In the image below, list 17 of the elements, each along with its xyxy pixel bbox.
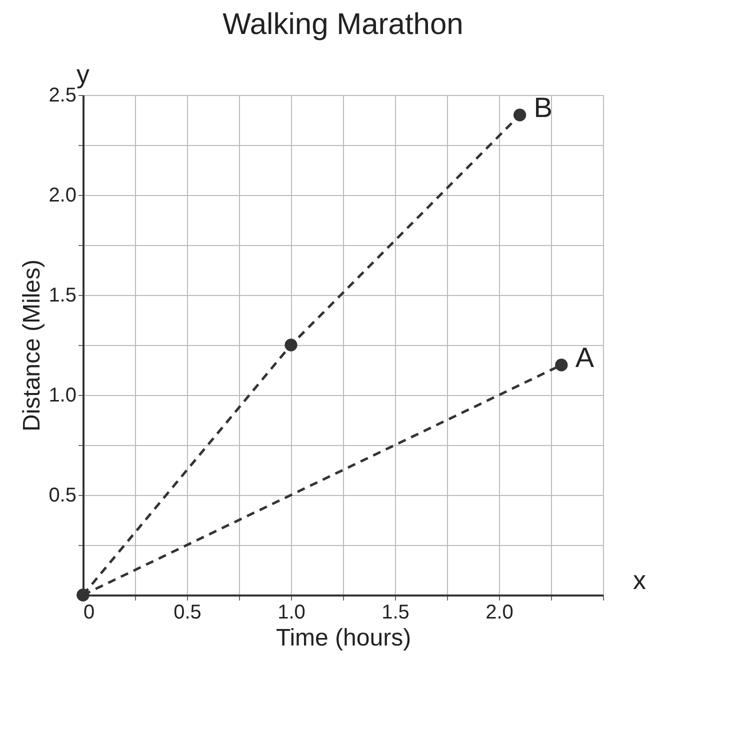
x-tick-label: 1.0 xyxy=(278,602,306,624)
y-axis-title: Distance (Miles) xyxy=(18,259,46,432)
y-tick-label: 1.5 xyxy=(48,284,76,306)
series-label: B xyxy=(534,92,552,123)
x-axis-title: Time (hours) xyxy=(276,624,412,652)
x-tick-label: 0 xyxy=(84,602,95,624)
y-tick-label: 2.5 xyxy=(48,84,76,106)
y-tick-label: 2.0 xyxy=(48,184,76,206)
chart-title: Walking Marathon xyxy=(222,8,464,41)
text: x xyxy=(633,565,646,595)
y-tick-label: 0.5 xyxy=(48,484,76,506)
x-tick-label: 2.0 xyxy=(486,602,514,624)
y-tick-label: 1.0 xyxy=(48,384,76,406)
x-tick-label: 1.5 xyxy=(382,602,410,624)
x-tick-label: 0.5 xyxy=(174,602,202,624)
series-label: A xyxy=(575,342,594,373)
text: y xyxy=(76,59,90,89)
